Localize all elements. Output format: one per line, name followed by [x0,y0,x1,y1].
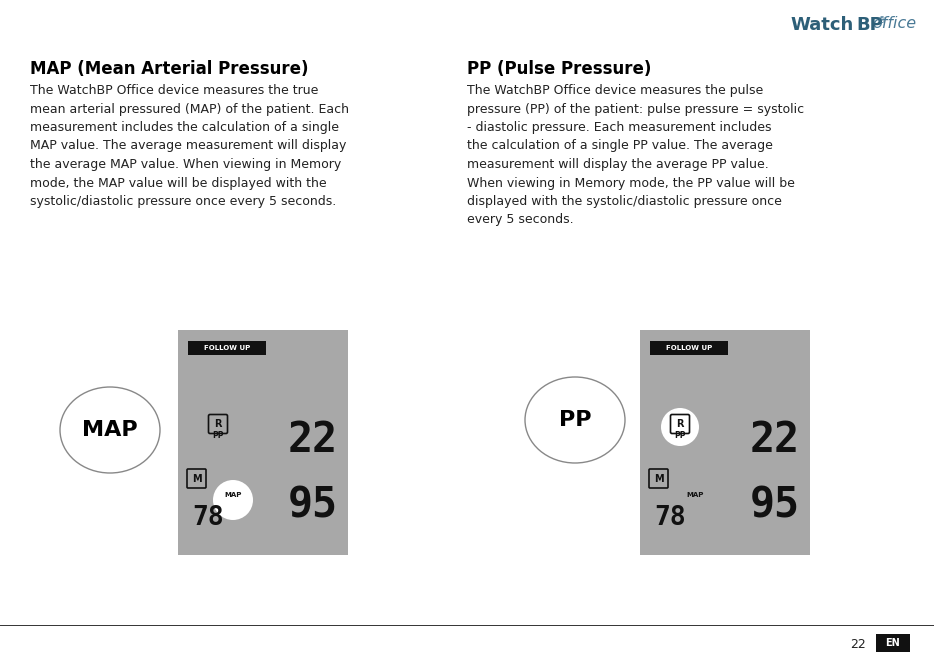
FancyBboxPatch shape [188,341,266,355]
Text: FOLLOW UP: FOLLOW UP [666,346,712,352]
Bar [640,330,810,555]
Text: FOLLOW UP: FOLLOW UP [204,346,250,352]
Text: PP: PP [559,410,591,430]
Text: MAP: MAP [82,420,138,440]
FancyBboxPatch shape [187,469,206,488]
Text: M: M [191,473,202,483]
Text: 95: 95 [750,484,800,526]
Text: MAP: MAP [224,492,242,498]
Bar [876,634,910,652]
FancyBboxPatch shape [650,341,728,355]
Bar [178,330,348,555]
Text: MAP (Mean Arterial Pressure): MAP (Mean Arterial Pressure) [30,60,308,78]
Text: The WatchBP Office device measures the pulse
pressure (PP) of the patient: pulse: The WatchBP Office device measures the p… [467,84,804,227]
Text: BP: BP [856,16,883,34]
Text: R: R [214,419,221,429]
Text: Watch: Watch [791,16,854,34]
Ellipse shape [525,377,625,463]
Text: MAP: MAP [686,492,703,498]
Text: 95: 95 [288,484,338,526]
Text: PP: PP [212,432,224,440]
Text: EN: EN [885,638,900,648]
Text: 22: 22 [850,639,866,652]
Circle shape [661,408,699,446]
Text: ®: ® [878,16,886,25]
Ellipse shape [60,387,160,473]
Text: 78: 78 [654,505,686,531]
Text: office: office [871,16,916,31]
Text: M: M [654,473,663,483]
Text: 22: 22 [750,419,800,461]
Text: R: R [676,419,684,429]
Circle shape [213,480,253,520]
Text: The WatchBP Office device measures the true
mean arterial pressured (MAP) of the: The WatchBP Office device measures the t… [30,84,349,208]
Text: PP: PP [674,432,686,440]
Text: PP (Pulse Pressure): PP (Pulse Pressure) [467,60,651,78]
Text: 78: 78 [192,505,224,531]
FancyBboxPatch shape [649,469,668,488]
Text: 22: 22 [288,419,338,461]
